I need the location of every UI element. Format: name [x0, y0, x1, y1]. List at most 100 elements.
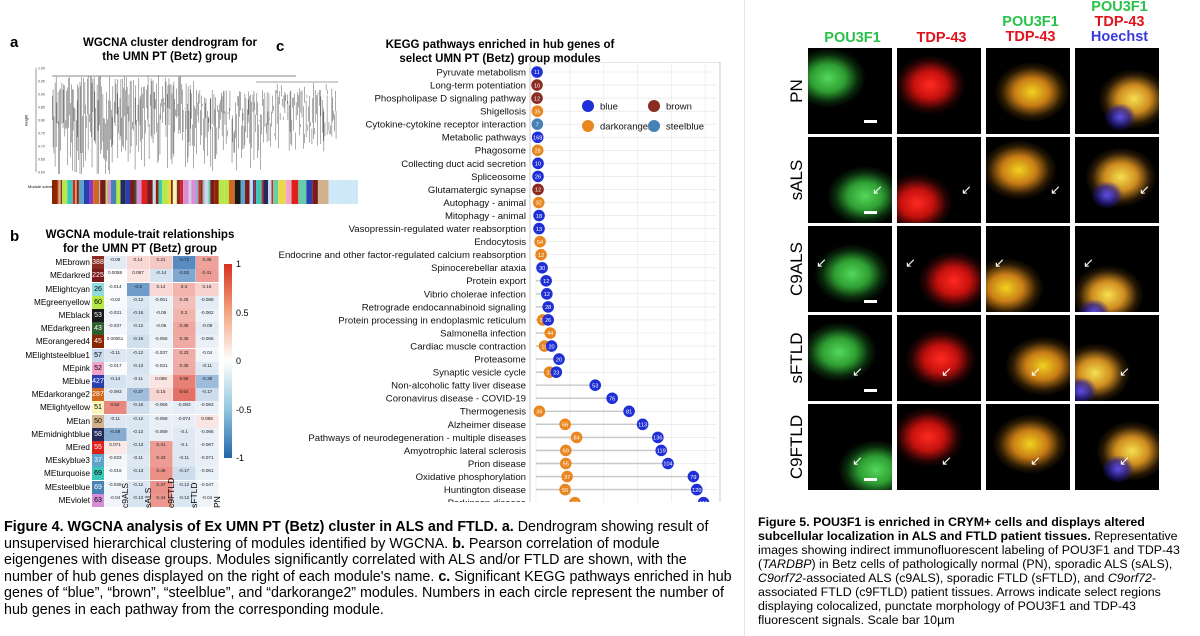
- heatmap-row: MEgreenyellow 60 -0.02 -0.12 -0.061 0.25 -0.08…: [8, 295, 219, 309]
- kegg-point-count: 119: [657, 449, 666, 455]
- fig5-caption-body-4: -associated FTLD (c9FTLD) patient tissue…: [758, 571, 1161, 627]
- fig5-micrograph-tile: ↙: [897, 404, 981, 490]
- kegg-pathway-label: Glutamatergic synapse: [428, 185, 526, 196]
- fig5-column-title: POU3F1 TDP-43 Hoechst: [1071, 0, 1168, 45]
- module-color-bar: [52, 180, 358, 204]
- heatmap-cell: -0.09: [196, 322, 219, 336]
- module-name: MEblack: [58, 310, 90, 320]
- fig5-caption-c9orf72-b: C9orf72: [1107, 571, 1152, 585]
- heatmap-cell: -0.031: [104, 308, 127, 322]
- figure-4: a WGCNA cluster dendrogram for the UMN P…: [4, 34, 732, 618]
- fig5-micrograph-tile: ↙: [986, 404, 1070, 490]
- kegg-point-darkorange2: [559, 457, 572, 470]
- heatmap-row: MElightsteelblue1 57 -0.11 -0.12 -0.037 0.33-…: [8, 348, 219, 362]
- module-trait-heatmap: MEbrown 388 -0.09 0.14 0.21 -0.72 0.39 MEdarkre…: [8, 256, 228, 516]
- kegg-point-count: 26: [545, 318, 551, 324]
- heatmap-cell: -0.17: [173, 467, 196, 481]
- kegg-legend: blue brown darkorange2 steelblue: [582, 100, 704, 133]
- module-hub-count: 55: [92, 440, 104, 454]
- arrow-icon: ↙: [852, 453, 863, 468]
- kegg-point-darkorange2: [531, 105, 544, 117]
- kegg-point-blue: [531, 131, 544, 144]
- heatmap-cell: 0.56: [173, 374, 196, 388]
- heatmap-cell: 0.48: [150, 467, 173, 481]
- arrow-icon: ↙: [961, 182, 972, 197]
- panel-b-title-line1: WGCNA module-trait relationships: [45, 229, 235, 241]
- fig5-micrograph-tile: [808, 48, 892, 134]
- fig5-column-title-line: POU3F1: [824, 30, 881, 46]
- fig5-column-title: POU3F1 TDP-43: [982, 15, 1079, 45]
- heatmap-cell: -0.12: [127, 322, 150, 336]
- fig5-micrograph-tile: ↙: [1075, 315, 1159, 401]
- kegg-pathway-label: Parkinson disease: [448, 498, 526, 502]
- heatmap-cell: -0.065: [196, 335, 219, 349]
- module-color-stripe: [93, 180, 100, 204]
- kegg-point-count: 36: [536, 410, 542, 416]
- heatmap-cell: -0.061: [196, 467, 219, 481]
- heatmap-cell: -0.04: [196, 348, 219, 362]
- color-scale: 1 0.5 0 -0.5 -1: [224, 259, 264, 464]
- kegg-pathway-label: Endocrine and other factor-regulated cal…: [279, 250, 526, 261]
- module-color-stripe: [204, 180, 209, 204]
- heatmap-cell: 0.15: [150, 388, 173, 402]
- kegg-point-blue: [662, 457, 674, 470]
- arrow-icon: ↙: [994, 255, 1005, 270]
- module-color-stripe: [273, 180, 279, 204]
- arrow-icon: ↙: [1119, 364, 1130, 379]
- module-hub-count: 57: [92, 348, 104, 362]
- kegg-point-count: 37: [564, 475, 570, 481]
- kegg-point-darkorange2: [531, 144, 544, 157]
- kegg-point-darkorange2: [533, 405, 546, 418]
- legend-swatch-brown: [648, 100, 660, 112]
- fig4-caption-a-text: Dendrogram showing result of unsupervise…: [4, 519, 709, 552]
- fig4-caption-b-text: Pearson correlation of module eigengenes…: [4, 535, 687, 585]
- module-color-stripe: [52, 180, 58, 204]
- heatmap-column-label: c9ALS: [120, 482, 130, 508]
- kegg-point-count: 28: [535, 149, 541, 155]
- fig4-caption-heading: Figure 4. WGCNA analysis of Ex UMN PT (B…: [4, 519, 498, 535]
- heatmap-cell: -0.12: [127, 348, 150, 362]
- dendrogram-y-tick: 0.95: [38, 80, 45, 84]
- heatmap-row: MEorangered4 45 0.00061 -0.16 -0.056 0.35 -0.0…: [8, 335, 219, 349]
- kegg-point-blue: [690, 483, 703, 496]
- module-color-stripe: [62, 180, 68, 204]
- module-name: MEpink: [62, 363, 90, 373]
- kegg-point-blue: [541, 288, 553, 300]
- fig5-caption-tardbp: TARDBP: [762, 557, 812, 571]
- module-color-stripe: [191, 180, 198, 204]
- module-color-stripe: [72, 180, 76, 204]
- arrow-icon: ↙: [1139, 182, 1150, 197]
- kegg-point-count: 56: [562, 488, 568, 494]
- legend-label: darkorange2: [600, 122, 653, 133]
- fig5-micrograph-tile: [986, 48, 1070, 134]
- dendrogram-y-tick: 1.00: [38, 67, 45, 71]
- module-hub-count: 53: [92, 308, 104, 322]
- module-color-stripe: [240, 180, 246, 204]
- kegg-pathway-label: Synaptic vesicle cycle: [433, 368, 526, 379]
- heatmap-cell: -0.12: [127, 427, 150, 441]
- kegg-point-count: 53: [592, 383, 598, 389]
- color-scale-tick: -0.5: [236, 404, 252, 415]
- fig4-caption-c-text: Significant KEGG pathways enriched in hu…: [4, 568, 732, 618]
- panel-c-title-line1: KEGG pathways enriched in hub genes of: [385, 39, 615, 51]
- heatmap-cell: -0.11: [127, 454, 150, 468]
- kegg-point-count: 35: [534, 109, 540, 115]
- module-color-stripe: [83, 180, 90, 204]
- heatmap-cell: 0.071: [104, 440, 127, 454]
- color-scale-tick: 1: [236, 259, 242, 269]
- module-color-stripe: [176, 180, 181, 204]
- heatmap-cell: -0.13: [127, 493, 150, 507]
- heatmap-cell: -0.15: [127, 308, 150, 322]
- heatmap-cell: -0.02: [104, 295, 127, 309]
- module-color-stripe: [158, 180, 163, 204]
- panel-a-title-line2: the UMN PT (Betz) group: [102, 51, 238, 63]
- kegg-point-blue: [589, 379, 602, 392]
- module-color-stripe: [306, 180, 313, 204]
- kegg-pathway-label: Pyruvate metabolism: [436, 67, 526, 78]
- heatmap-cell: -0.6: [127, 282, 150, 296]
- module-color-stripe: [116, 180, 121, 204]
- kegg-point-darkorange2: [544, 327, 557, 339]
- module-hub-count: 63: [92, 493, 104, 507]
- fig5-micrograph-tile: ↙: [986, 137, 1070, 223]
- module-name: MEorangered4: [35, 337, 90, 347]
